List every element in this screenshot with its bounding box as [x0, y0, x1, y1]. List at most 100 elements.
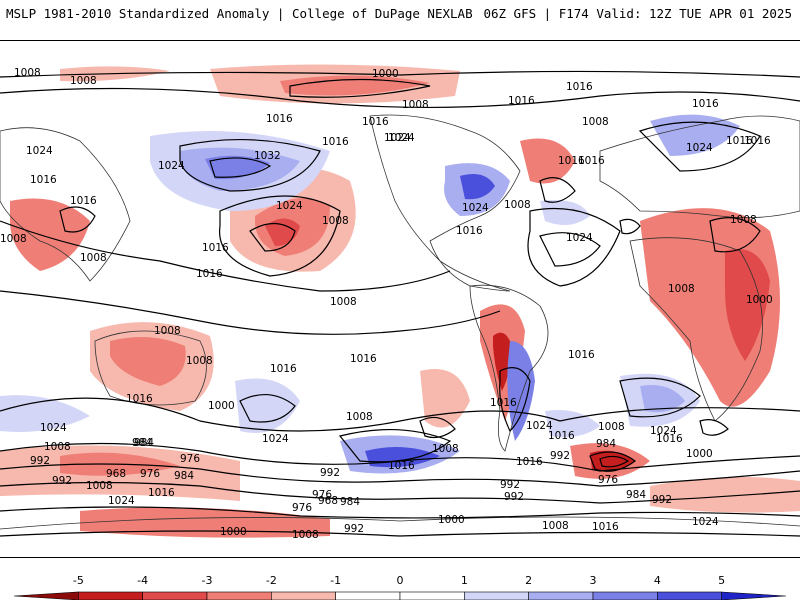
australia-coast	[94, 330, 207, 406]
isobar-label: 1024	[526, 420, 553, 432]
isobar	[699, 419, 729, 436]
isobar-label: 1016	[592, 521, 619, 533]
isobar	[0, 506, 800, 519]
colorbar-tick-label: 4	[654, 574, 661, 587]
isobar	[599, 455, 630, 468]
colorbar-tick-labels: -5 -4 -3 -2 -1 0 1 2 3 4 5	[73, 574, 725, 587]
isobar-label: 1016	[30, 174, 57, 186]
isobar-label: 1016	[362, 116, 389, 128]
isobar-label: 1016	[508, 95, 535, 107]
isobar	[619, 218, 641, 235]
isobar-label: 1016	[744, 135, 771, 147]
isobar-label: 1008	[598, 421, 625, 433]
isobar-label: 968	[106, 468, 126, 480]
isobar-label: 1016	[548, 430, 575, 442]
isobar	[59, 206, 96, 233]
isobar-label: 992	[550, 450, 570, 462]
isobar	[0, 220, 451, 292]
isobar-label: 1024	[26, 145, 53, 157]
isobar-label: 1016	[388, 460, 415, 472]
europe-asia-coast	[599, 115, 800, 219]
isobar-label: 1016	[490, 397, 517, 409]
isobar-label: 1024	[462, 202, 489, 214]
scandinavia-pos-anomaly	[650, 114, 740, 156]
colorbar-segment	[206, 591, 272, 600]
isobar-labels: 1008 1008 1000 1008 1016 1016 1016 1024 …	[0, 67, 773, 541]
isobar-label: 1000	[208, 400, 235, 412]
isobar-label: 976	[140, 468, 160, 480]
colorbar-segment	[78, 591, 143, 600]
isobar-label: 1016	[726, 135, 753, 147]
antarctic-neg-band	[80, 507, 330, 538]
isobar-label: 1016	[656, 433, 683, 445]
isobar	[0, 463, 800, 487]
isobar	[638, 121, 761, 172]
isobar-label: 1016	[270, 363, 297, 375]
isobar	[179, 138, 321, 192]
isobar-label: 1008	[70, 75, 97, 87]
map-panel: 1008 1008 1000 1008 1016 1016 1016 1024 …	[0, 40, 800, 558]
isobar	[0, 87, 800, 109]
isobar-label: 1024	[566, 232, 593, 244]
isobar-label: 1008	[330, 296, 357, 308]
isobar-label: 1024	[262, 433, 289, 445]
map-title: MSLP 1981-2010 Standardized Anomaly | Co…	[6, 6, 473, 21]
isobar	[209, 157, 272, 178]
isobar-label: 968	[318, 495, 338, 507]
colorbar-segment	[399, 591, 465, 600]
north-america-coast	[369, 114, 521, 292]
colorbar-tick-label: 5	[718, 574, 725, 587]
colorbar-svg: -5 -4 -3 -2 -1 0 1 2 3 4 5	[13, 574, 787, 600]
isobar	[219, 195, 341, 277]
colorbar-segment	[464, 591, 529, 600]
isobar-label: 1008	[44, 441, 71, 453]
isobar	[0, 70, 800, 78]
asia-neg-anomaly	[10, 198, 90, 271]
isobar-label: 1008	[322, 215, 349, 227]
isobar	[499, 367, 531, 433]
antarctic-neg-band-east	[650, 477, 800, 513]
isobar-label: 1008	[0, 233, 27, 245]
isobar	[619, 377, 701, 418]
antarctica-coast	[0, 516, 800, 530]
isobar-label: 992	[652, 494, 672, 506]
colorbar-tick-label: -1	[330, 574, 341, 587]
south-atlantic-neg-anomaly	[420, 369, 470, 428]
isobar-label: 1016	[148, 487, 175, 499]
isobar-label: 984	[626, 489, 646, 501]
isobar-label: 992	[30, 455, 50, 467]
isobar-label: 1008	[402, 99, 429, 111]
colorbar-tick-label: 2	[525, 574, 532, 587]
isobar-label: 984	[340, 496, 360, 508]
atlantic-neg-anomaly	[520, 138, 575, 184]
colorbar-segment	[721, 591, 787, 600]
isobar-label: 992	[344, 523, 364, 535]
colorbar-segment	[142, 591, 208, 600]
isobar-label: 1008	[80, 252, 107, 264]
australia-neg-core	[110, 337, 186, 386]
south-america-coast	[469, 284, 549, 452]
isobar-label: 1008	[14, 67, 41, 79]
colorbar-tick-label: -5	[73, 574, 84, 587]
africa-coast	[629, 237, 763, 422]
indian-ocean-pos-core	[640, 385, 685, 413]
atlantic-pos-anomaly	[540, 200, 590, 225]
isobar	[539, 177, 576, 203]
isobar-label: 1016	[516, 456, 543, 468]
colorbar-tick-label: -3	[202, 574, 213, 587]
isobar-label: 1016	[126, 393, 153, 405]
isobar-label: 1008	[582, 116, 609, 128]
colorbar-segment	[13, 591, 79, 600]
isobar-label: 992	[500, 479, 520, 491]
isobar-label: 1008	[542, 520, 569, 532]
east-africa-neg-core	[725, 249, 770, 361]
isobar-label: 1008	[154, 325, 181, 337]
isobar-label: 1016	[568, 349, 595, 361]
isobar-label: 992	[52, 475, 72, 487]
isobar-label: 1024	[388, 132, 415, 144]
header: MSLP 1981-2010 Standardized Anomaly | Co…	[0, 0, 800, 30]
north-america-pos-core	[460, 173, 495, 200]
isobar-label: 1016	[566, 81, 593, 93]
isobar-label: 1016	[322, 136, 349, 148]
isobar-label: 1016	[202, 242, 229, 254]
